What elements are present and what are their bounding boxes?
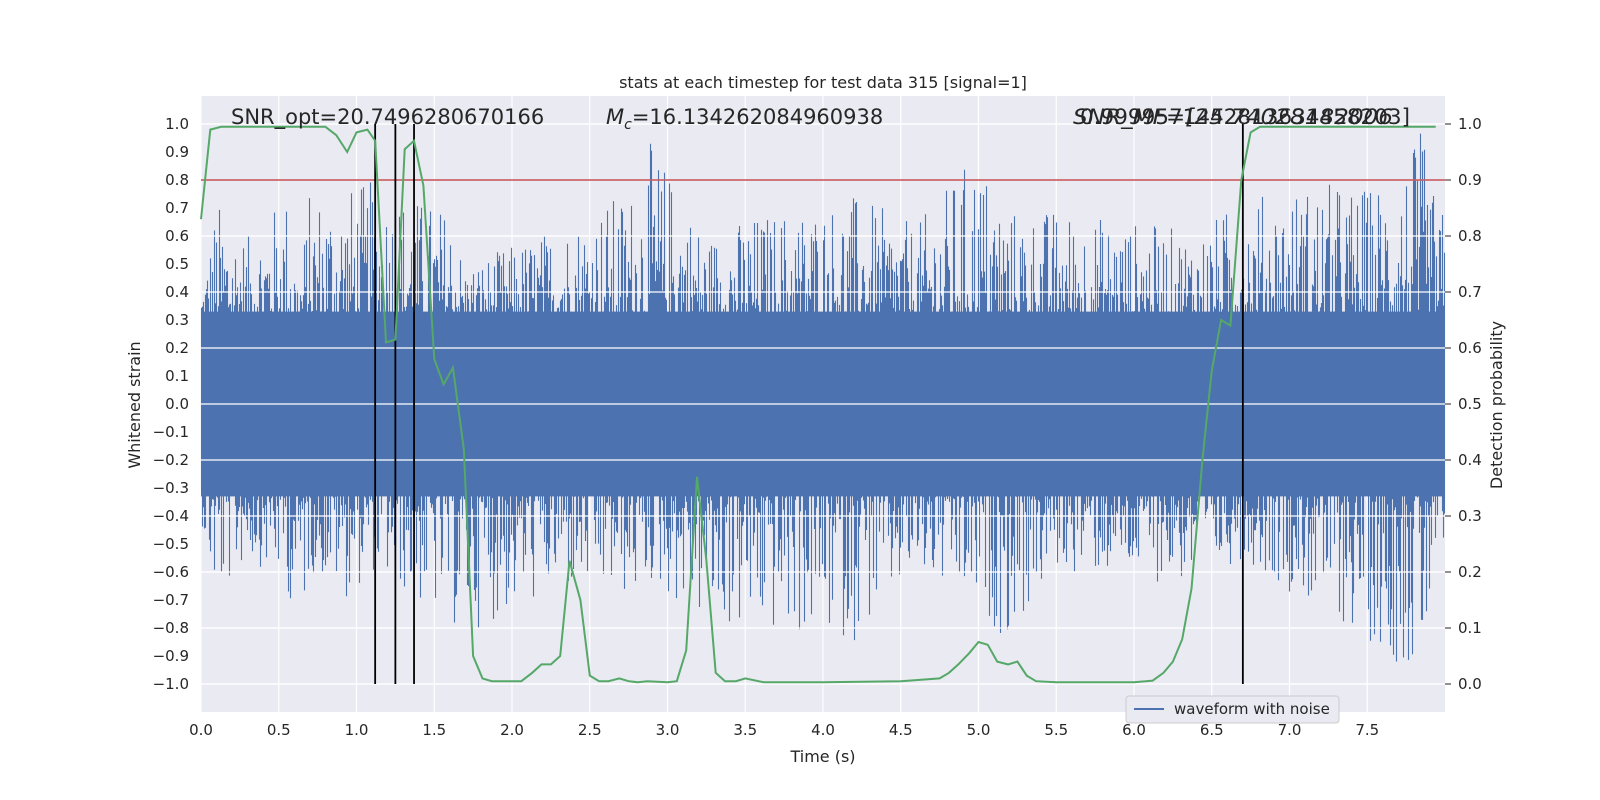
y2-tick-label: 0.4 bbox=[1458, 451, 1482, 469]
mc-symbol: M bbox=[606, 105, 624, 129]
y2-tick-label: 0.5 bbox=[1458, 395, 1482, 413]
tick-labels: 0.0 0.5 1.0 1.5 2.0 2.5 3.0 3.5 4.0 4.5 5.0 5.5 6.0 6… bbox=[153, 115, 1482, 739]
y-tick-label: −0.3 bbox=[153, 479, 189, 497]
x-tick-label: 6.0 bbox=[1122, 721, 1146, 739]
y2-axis-label: Detection probability bbox=[1487, 321, 1506, 489]
y2-tick-label: 0.1 bbox=[1458, 619, 1482, 637]
y2-tick-label: 1.0 bbox=[1458, 115, 1482, 133]
y-tick-label: −0.4 bbox=[153, 507, 189, 525]
x-tick-label: 7.5 bbox=[1355, 721, 1379, 739]
y-tick-label: 0.7 bbox=[165, 199, 189, 217]
y2-tick-label: 0.0 bbox=[1458, 675, 1482, 693]
x-tick-label: 5.0 bbox=[967, 721, 991, 739]
snr-mf-annotation: SNR_MF=[25.74028182006 bbox=[1073, 105, 1393, 130]
x-tick-label: 2.0 bbox=[500, 721, 524, 739]
y-tick-label: 0.2 bbox=[165, 339, 189, 357]
y-tick-label: −0.9 bbox=[153, 647, 189, 665]
y2-tick-label: 0.6 bbox=[1458, 339, 1482, 357]
x-tick-label: 2.5 bbox=[578, 721, 602, 739]
y-tick-label: −0.2 bbox=[153, 451, 189, 469]
y-tick-label: −0.6 bbox=[153, 563, 189, 581]
probability-series bbox=[200, 125, 1436, 684]
x-tick-label: 4.0 bbox=[811, 721, 835, 739]
y-tick-label: 0.3 bbox=[165, 311, 189, 329]
y-tick-label: 0.9 bbox=[165, 143, 189, 161]
x-tick-label: 3.5 bbox=[733, 721, 757, 739]
legend: waveform with noise bbox=[1125, 695, 1340, 724]
overlay-lines bbox=[201, 124, 1445, 684]
mc-subscript: c bbox=[624, 117, 632, 133]
y2-tick-label: 0.7 bbox=[1458, 283, 1482, 301]
mc-annotation: Mc=16.134262084960938 bbox=[606, 105, 883, 133]
y-tick-label: 0.0 bbox=[165, 395, 189, 413]
y2-tick-label: 0.9 bbox=[1458, 171, 1482, 189]
chart-title: stats at each timestep for test data 315… bbox=[619, 73, 1027, 92]
y-tick-label: 0.1 bbox=[165, 367, 189, 385]
mc-value: =16.134262084960938 bbox=[632, 105, 883, 129]
y-tick-label: 0.4 bbox=[165, 283, 189, 301]
x-tick-label: 6.5 bbox=[1200, 721, 1224, 739]
x-tick-label: 0.0 bbox=[189, 721, 213, 739]
y2-tick-label: 0.3 bbox=[1458, 507, 1482, 525]
x-axis-label: Time (s) bbox=[789, 747, 855, 766]
y-axis-label: Whitened strain bbox=[125, 341, 144, 468]
probability-line bbox=[200, 125, 1436, 684]
y2-tick-label: 0.8 bbox=[1458, 227, 1482, 245]
y-tick-label: 1.0 bbox=[165, 115, 189, 133]
y-tick-label: −0.1 bbox=[153, 423, 189, 441]
y-tick-label: −0.5 bbox=[153, 535, 189, 553]
x-tick-label: 1.5 bbox=[422, 721, 446, 739]
x-tick-label: 5.5 bbox=[1044, 721, 1068, 739]
y-tick-label: −0.7 bbox=[153, 591, 189, 609]
y2-tick-label: 0.2 bbox=[1458, 563, 1482, 581]
x-tick-label: 3.0 bbox=[656, 721, 680, 739]
x-tick-label: 4.5 bbox=[889, 721, 913, 739]
y-tick-label: 0.6 bbox=[165, 227, 189, 245]
x-tick-label: 0.5 bbox=[267, 721, 291, 739]
snr-opt-annotation: SNR_opt=20.7496280670166 bbox=[231, 105, 544, 130]
legend-box bbox=[1125, 695, 1340, 724]
y-tick-label: −1.0 bbox=[153, 675, 189, 693]
x-tick-label: 1.0 bbox=[345, 721, 369, 739]
x-tick-label: 7.0 bbox=[1278, 721, 1302, 739]
detection-probability-annotation: 0.9999571442813634458203] bbox=[1080, 105, 1410, 129]
y-tick-label: 0.8 bbox=[165, 171, 189, 189]
legend-label: waveform with noise bbox=[1174, 700, 1330, 718]
y-tick-label: 0.5 bbox=[165, 255, 189, 273]
y-tick-label: −0.8 bbox=[153, 619, 189, 637]
